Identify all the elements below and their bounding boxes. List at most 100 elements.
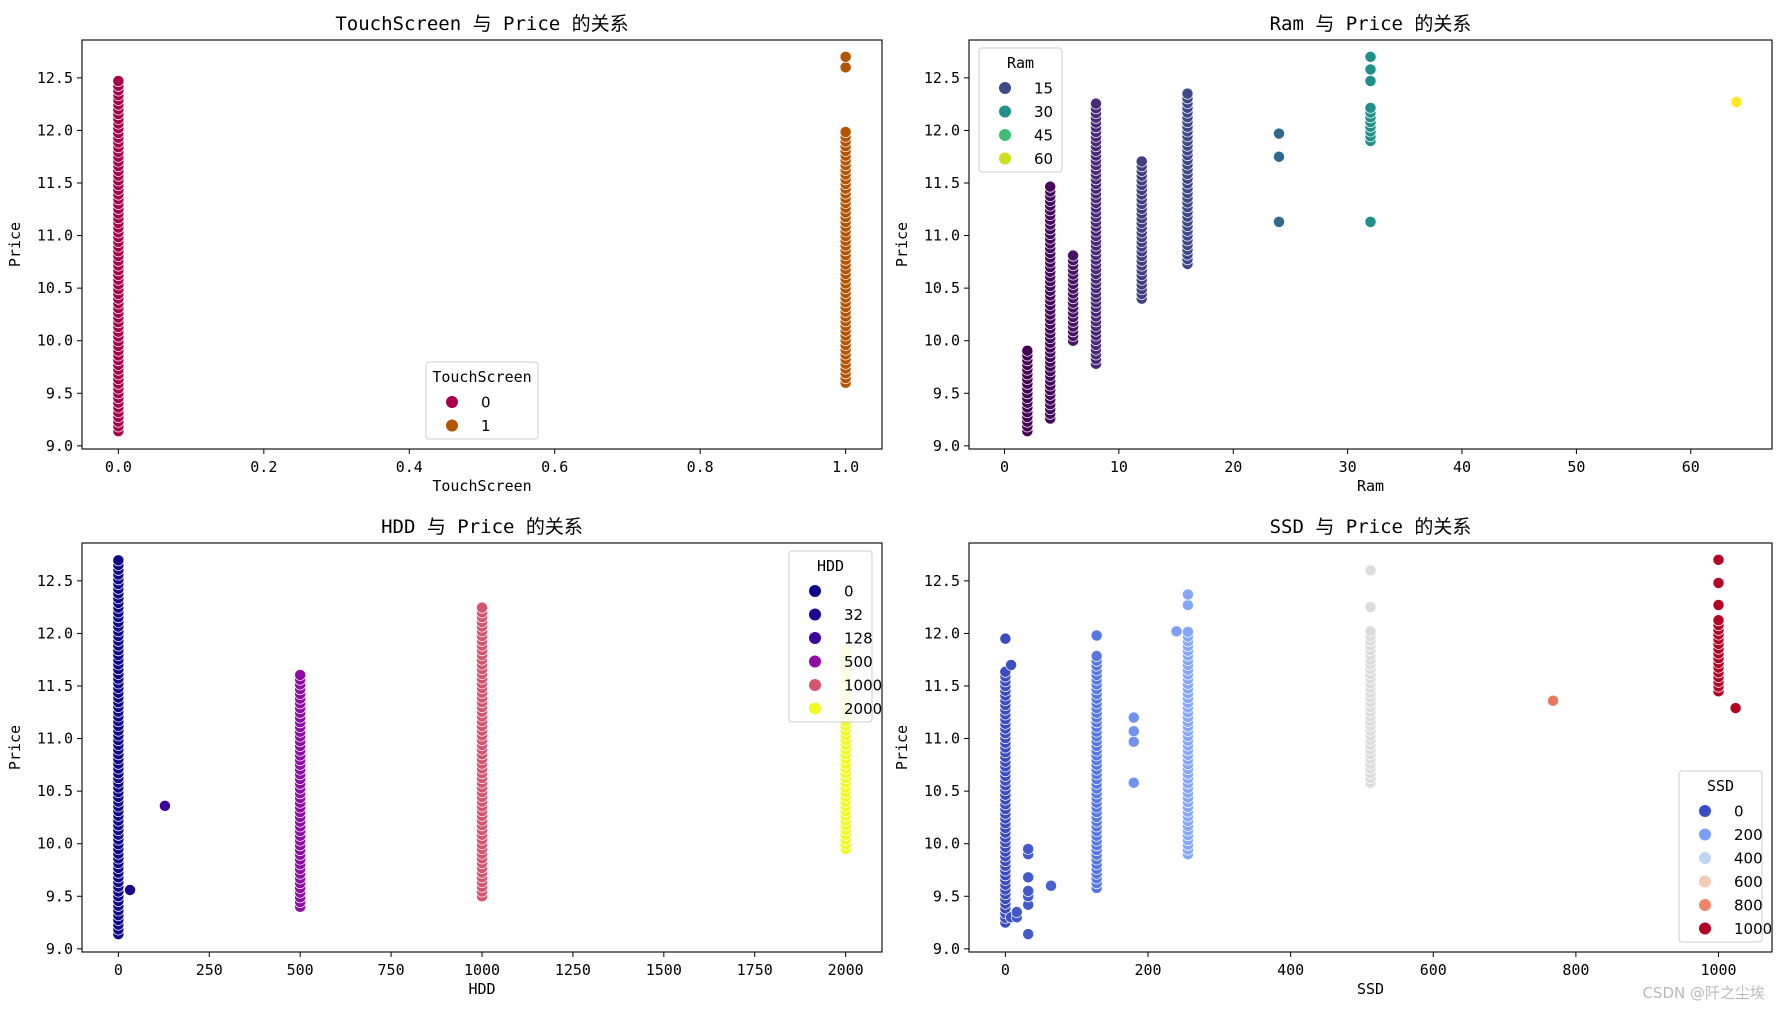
data-point	[1022, 843, 1035, 855]
y-tick-label: 10.5	[37, 782, 73, 800]
data-point	[1090, 97, 1102, 110]
y-tick-label: 11.0	[924, 227, 960, 245]
data-point	[1170, 625, 1183, 638]
legend-title: HDD	[817, 557, 844, 575]
legend-label: 2000	[844, 700, 882, 718]
data-point	[294, 669, 307, 681]
x-tick-label: 60	[1682, 458, 1700, 476]
data-point	[1547, 694, 1560, 707]
y-tick-label: 11.5	[924, 677, 960, 695]
data-point	[1273, 215, 1285, 228]
data-point	[1022, 885, 1035, 897]
legend-marker	[809, 679, 821, 691]
x-tick-label: 1.0	[832, 458, 859, 476]
data-point	[476, 601, 488, 614]
y-tick-label: 12.5	[924, 572, 960, 590]
x-tick-label: 0	[1000, 458, 1009, 476]
legend-0: TouchScreen 0 1	[425, 361, 539, 440]
axes-frame	[968, 39, 1773, 450]
x-tick-label: 30	[1339, 458, 1357, 476]
legend-label: 500	[844, 653, 873, 671]
y-tick-label: 11.0	[37, 227, 73, 245]
legend-title: TouchScreen	[432, 368, 531, 386]
data-point	[1712, 614, 1725, 627]
x-tick-label: 750	[378, 961, 405, 979]
data-point	[1021, 344, 1034, 357]
y-tick-label: 10.5	[37, 279, 73, 297]
chart-title: HDD 与 Price 的关系	[381, 516, 583, 538]
legend-label: 128	[844, 630, 873, 648]
data-point	[1127, 711, 1140, 724]
legend-marker	[1699, 852, 1711, 864]
legend-marker	[809, 585, 821, 597]
y-tick-label: 10.0	[924, 835, 960, 853]
points	[999, 553, 1742, 941]
x-tick-label: 10	[1110, 458, 1128, 476]
data-point	[158, 799, 171, 812]
x-tick-label: 20	[1224, 458, 1242, 476]
y-tick-label: 11.0	[37, 730, 73, 748]
x-tick-label: 2000	[828, 961, 864, 979]
data-point	[1712, 577, 1725, 589]
x-tick-label: 1750	[737, 961, 773, 979]
y-tick-label: 12.0	[37, 624, 73, 642]
y-tick-label: 9.5	[46, 887, 73, 905]
legend-label: 32	[844, 606, 863, 624]
y-tick-label: 10.5	[924, 782, 960, 800]
x-tick-label: 0.0	[105, 458, 132, 476]
data-point	[1364, 50, 1377, 63]
y-axis-label: Price	[893, 725, 911, 770]
legend-marker	[809, 655, 821, 668]
x-axis-label: TouchScreen	[432, 477, 531, 495]
x-tick-label: 0.2	[250, 458, 277, 476]
y-tick-label: 9.5	[933, 887, 960, 905]
x-tick-label: 0.6	[541, 458, 568, 476]
data-point	[1127, 776, 1140, 789]
y-tick-label: 9.5	[46, 384, 73, 402]
legend-label: 600	[1734, 873, 1763, 891]
data-point	[1730, 96, 1743, 108]
x-tick-label: 40	[1453, 458, 1471, 476]
points	[112, 50, 852, 438]
legend-marker	[809, 608, 821, 621]
data-point	[1127, 725, 1140, 738]
data-point	[112, 554, 125, 567]
data-point	[1364, 101, 1377, 114]
y-axis-label: Price	[6, 222, 24, 267]
data-point	[1010, 906, 1023, 919]
legend-marker	[1699, 899, 1711, 911]
legend-label: 400	[1734, 850, 1763, 868]
chart-title: Ram 与 Price 的关系	[1270, 13, 1472, 35]
legend-label: 1000	[1734, 920, 1772, 938]
legend-marker	[446, 419, 458, 432]
legend-marker	[999, 82, 1011, 94]
legend-marker	[999, 152, 1011, 165]
y-tick-label: 11.5	[924, 174, 960, 192]
data-point	[1135, 155, 1148, 168]
legend-label: 800	[1734, 897, 1763, 915]
data-point	[1181, 599, 1194, 611]
x-tick-label: 1000	[1700, 961, 1736, 979]
points	[1021, 50, 1743, 438]
legend-box	[978, 47, 1063, 173]
y-tick-label: 12.0	[37, 121, 73, 139]
x-tick-label: 250	[196, 961, 223, 979]
data-point	[1273, 127, 1285, 140]
data-point	[1045, 879, 1057, 892]
data-point	[1364, 63, 1377, 76]
data-point	[1729, 702, 1742, 715]
legend-label: 0	[1734, 803, 1744, 821]
data-point	[1712, 599, 1725, 611]
chart-title: TouchScreen 与 Price 的关系	[335, 13, 628, 35]
legend-marker	[1699, 828, 1711, 841]
legend-title: Ram	[1007, 54, 1034, 72]
data-point	[124, 884, 136, 896]
data-point	[839, 126, 852, 138]
data-point	[1364, 75, 1377, 87]
x-tick-label: 0.4	[396, 458, 423, 476]
y-tick-label: 10.5	[924, 279, 960, 297]
chart-0: TouchScreen 与 Price 的关系 0.0 0.2 0.4 0.6 0.8 1.…	[6, 13, 883, 495]
